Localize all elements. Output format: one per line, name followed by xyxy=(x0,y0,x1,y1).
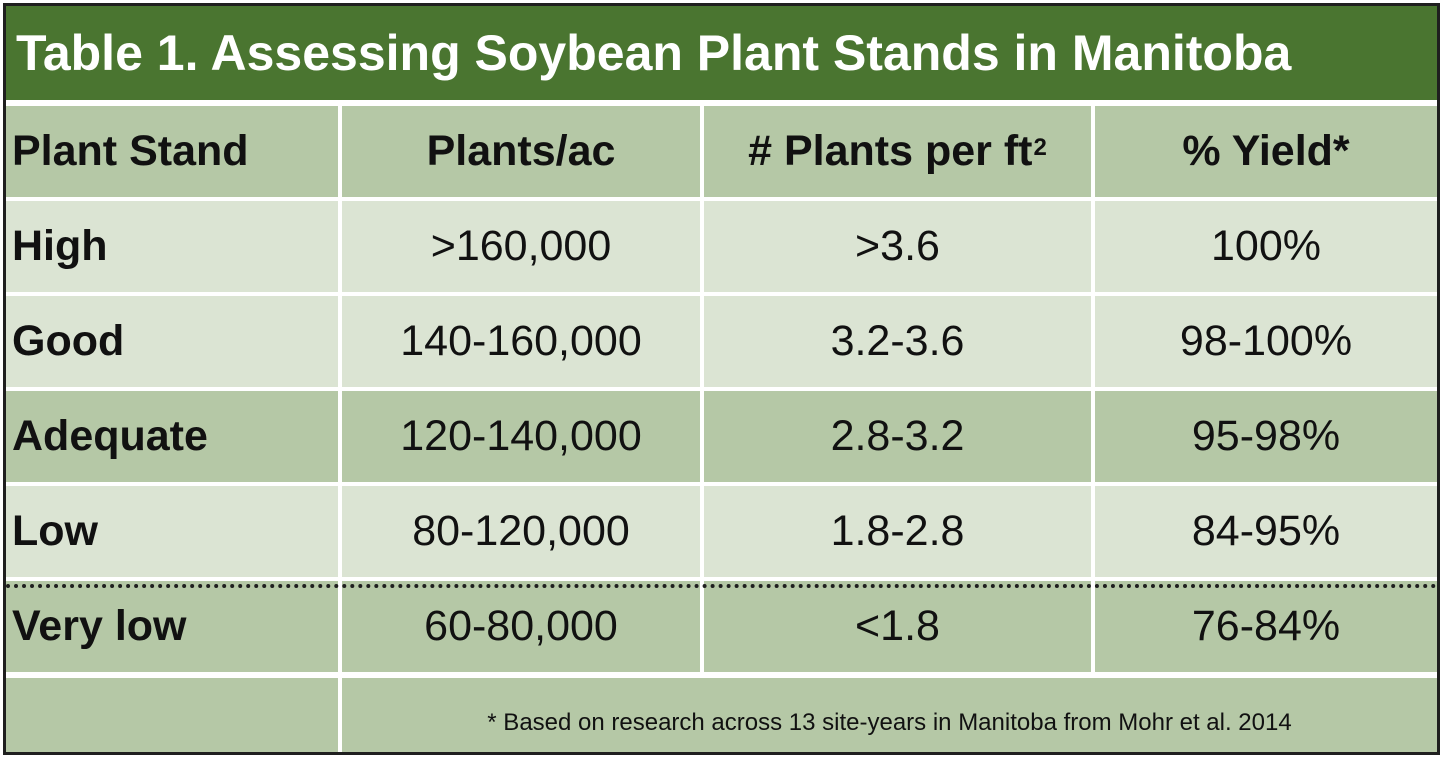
row-high-plants-ac: >160,000 xyxy=(342,201,700,292)
header-plants-per-sqft: # Plants per ft 2 xyxy=(704,106,1091,197)
row-high-yield: 100% xyxy=(1095,201,1437,292)
row-very-low-yield: 76-84% xyxy=(1095,581,1437,672)
row-adequate-stand: Adequate xyxy=(6,391,338,482)
row-good-per-ft: 3.2-3.6 xyxy=(704,296,1091,387)
row-low-yield: 84-95% xyxy=(1095,486,1437,577)
row-adequate-plants-ac: 120-140,000 xyxy=(342,391,700,482)
row-adequate-per-ft: 2.8-3.2 xyxy=(704,391,1091,482)
row-very-low-stand: Very low xyxy=(6,581,338,672)
row-good-plants-ac: 140-160,000 xyxy=(342,296,700,387)
table-grid: Plant Stand Plants/ac # Plants per ft 2 %… xyxy=(6,106,1437,672)
row-good-yield: 98-100% xyxy=(1095,296,1437,387)
footnote-left-cell xyxy=(6,678,338,752)
header-squared-superscript: 2 xyxy=(1033,133,1047,161)
header-plant-stand: Plant Stand xyxy=(6,106,338,197)
row-adequate-yield: 95-98% xyxy=(1095,391,1437,482)
row-high-per-ft: >3.6 xyxy=(704,201,1091,292)
header-plants-per-acre: Plants/ac xyxy=(342,106,700,197)
header-plants-per-sqft-label: # Plants per ft xyxy=(748,127,1033,175)
row-good-stand: Good xyxy=(6,296,338,387)
row-very-low-plants-ac: 60-80,000 xyxy=(342,581,700,672)
row-low-per-ft: 1.8-2.8 xyxy=(704,486,1091,577)
row-very-low-per-ft: <1.8 xyxy=(704,581,1091,672)
row-low-stand: Low xyxy=(6,486,338,577)
row-low-plants-ac: 80-120,000 xyxy=(342,486,700,577)
dotted-divider xyxy=(6,584,1437,588)
row-high-stand: High xyxy=(6,201,338,292)
soybean-plant-stand-table: Table 1. Assessing Soybean Plant Stands … xyxy=(3,3,1440,755)
footnote: * Based on research across 13 site-years… xyxy=(342,678,1437,752)
header-yield-percent: % Yield* xyxy=(1095,106,1437,197)
table-title: Table 1. Assessing Soybean Plant Stands … xyxy=(6,6,1437,100)
